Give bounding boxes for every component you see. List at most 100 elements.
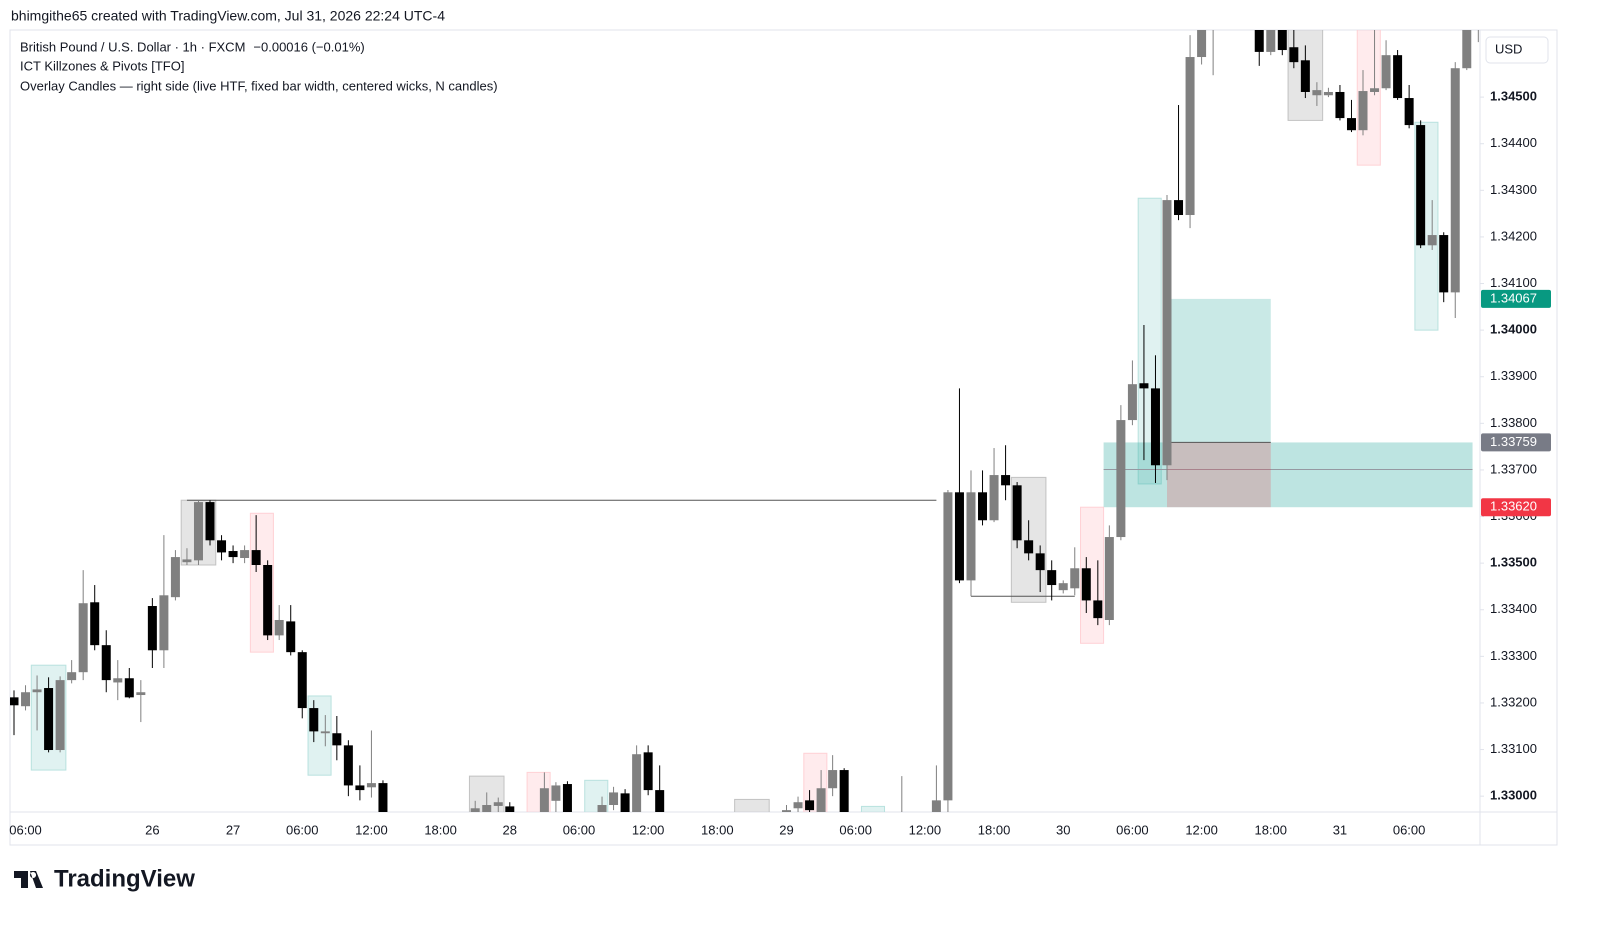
candle-body xyxy=(632,754,642,812)
x-tick-label: 29 xyxy=(779,822,793,837)
candle-body xyxy=(1150,388,1160,466)
candle-body xyxy=(1474,13,1483,22)
y-tick-label: 1.33700 xyxy=(1490,461,1537,476)
killzone-box xyxy=(1356,30,1381,166)
candle-body xyxy=(55,680,65,751)
candle-body xyxy=(1081,568,1091,601)
x-tick-label: 12:00 xyxy=(909,822,942,837)
price-marker xyxy=(1481,289,1551,308)
candle-body xyxy=(1139,383,1149,389)
candle-body xyxy=(378,783,388,812)
candle-body xyxy=(943,492,953,801)
y-tick-label: 1.33200 xyxy=(1490,694,1537,709)
x-tick-label: 06:00 xyxy=(286,822,319,837)
candle-body xyxy=(609,792,619,806)
candle-body xyxy=(1024,540,1034,554)
price-marker-label: 1.33759 xyxy=(1490,434,1537,449)
x-tick-label: 06:00 xyxy=(9,822,42,837)
currency[interactable]: USD xyxy=(1495,41,1522,56)
candle-body xyxy=(805,800,815,811)
candle-body xyxy=(989,475,999,521)
candle-body xyxy=(551,785,561,801)
candle-body xyxy=(205,502,215,541)
candle-body xyxy=(931,800,941,812)
candle-body xyxy=(620,793,630,812)
candle-body xyxy=(1312,90,1322,96)
candle-body xyxy=(1427,235,1437,246)
y-tick-label: 1.34000 xyxy=(1490,322,1537,337)
price-marker xyxy=(1481,498,1551,517)
symbol-change: −0.00016 (−0.01%) xyxy=(253,39,364,54)
x-tick-label: 30 xyxy=(1056,822,1070,837)
position-stop xyxy=(1167,442,1271,508)
candle-body xyxy=(1266,30,1276,52)
indicator-name: ICT Killzones & Pivots [TFO] xyxy=(20,58,184,73)
candle-body xyxy=(297,652,307,709)
candle-body xyxy=(193,502,203,561)
candle-body xyxy=(1058,583,1068,591)
candle-body xyxy=(1300,60,1310,92)
candle-body xyxy=(597,805,607,812)
candle-body xyxy=(1174,200,1184,216)
candle-body xyxy=(1035,553,1045,571)
brand-name: TradingView xyxy=(54,865,195,892)
x-tick-label: 06:00 xyxy=(1393,822,1426,837)
pane-border xyxy=(9,29,1558,846)
candle-body xyxy=(828,770,838,789)
candle-body xyxy=(782,810,792,812)
x-tick-label: 18:00 xyxy=(424,822,457,837)
x-tick-label: 18:00 xyxy=(701,822,734,837)
candle-body xyxy=(32,689,42,693)
candle-body xyxy=(90,602,100,646)
candle-body xyxy=(170,557,180,598)
candle-body xyxy=(1116,420,1126,538)
candle-body xyxy=(1335,91,1345,119)
candle-body xyxy=(897,815,906,824)
candle-body xyxy=(124,678,134,698)
x-tick-label: 12:00 xyxy=(632,822,665,837)
plot-area xyxy=(10,13,1483,824)
candle-body xyxy=(147,606,157,651)
candle-body xyxy=(1070,568,1080,589)
candle-body xyxy=(44,688,54,751)
candle-body xyxy=(539,788,549,812)
candle-body xyxy=(228,551,238,558)
candle-body xyxy=(1462,30,1472,69)
candle-body xyxy=(1001,475,1011,486)
candle-body xyxy=(1127,384,1137,421)
candle-body xyxy=(978,492,988,521)
y-tick-label: 1.33300 xyxy=(1490,648,1537,663)
candle-body xyxy=(1047,570,1057,586)
candle-body xyxy=(286,621,296,653)
x-tick-label: 18:00 xyxy=(978,822,1011,837)
candle-body xyxy=(655,790,665,812)
candle-body xyxy=(839,770,849,812)
candle-body xyxy=(343,745,353,786)
candle-body xyxy=(182,559,192,563)
candle-body xyxy=(954,492,964,581)
y-tick-label: 1.33400 xyxy=(1490,601,1537,616)
candle-body xyxy=(1439,235,1449,293)
candle-body xyxy=(309,708,319,732)
candle-body xyxy=(366,783,376,788)
candle-body xyxy=(10,697,19,706)
credit: bhimgithe65 created with TradingView.com… xyxy=(11,8,445,24)
y-tick-label: 1.33900 xyxy=(1490,368,1537,383)
candle-body xyxy=(217,540,227,553)
y-tick-label: 1.34200 xyxy=(1490,228,1537,243)
y-tick-label: 1.34400 xyxy=(1490,135,1537,150)
candle-body xyxy=(562,784,572,812)
currency-button[interactable] xyxy=(1485,36,1549,64)
y-tick-label: 1.33500 xyxy=(1490,555,1537,570)
candle-body xyxy=(493,802,503,806)
candle-body xyxy=(1162,200,1172,466)
x-tick-label: 31 xyxy=(1333,822,1347,837)
candle-body xyxy=(251,550,261,566)
position-target xyxy=(1167,298,1271,443)
y-tick-label: 1.33000 xyxy=(1490,788,1537,803)
candle-body xyxy=(482,805,492,812)
killzone-box xyxy=(860,805,886,812)
candle-body xyxy=(1185,57,1195,216)
candle-body xyxy=(1093,600,1103,619)
